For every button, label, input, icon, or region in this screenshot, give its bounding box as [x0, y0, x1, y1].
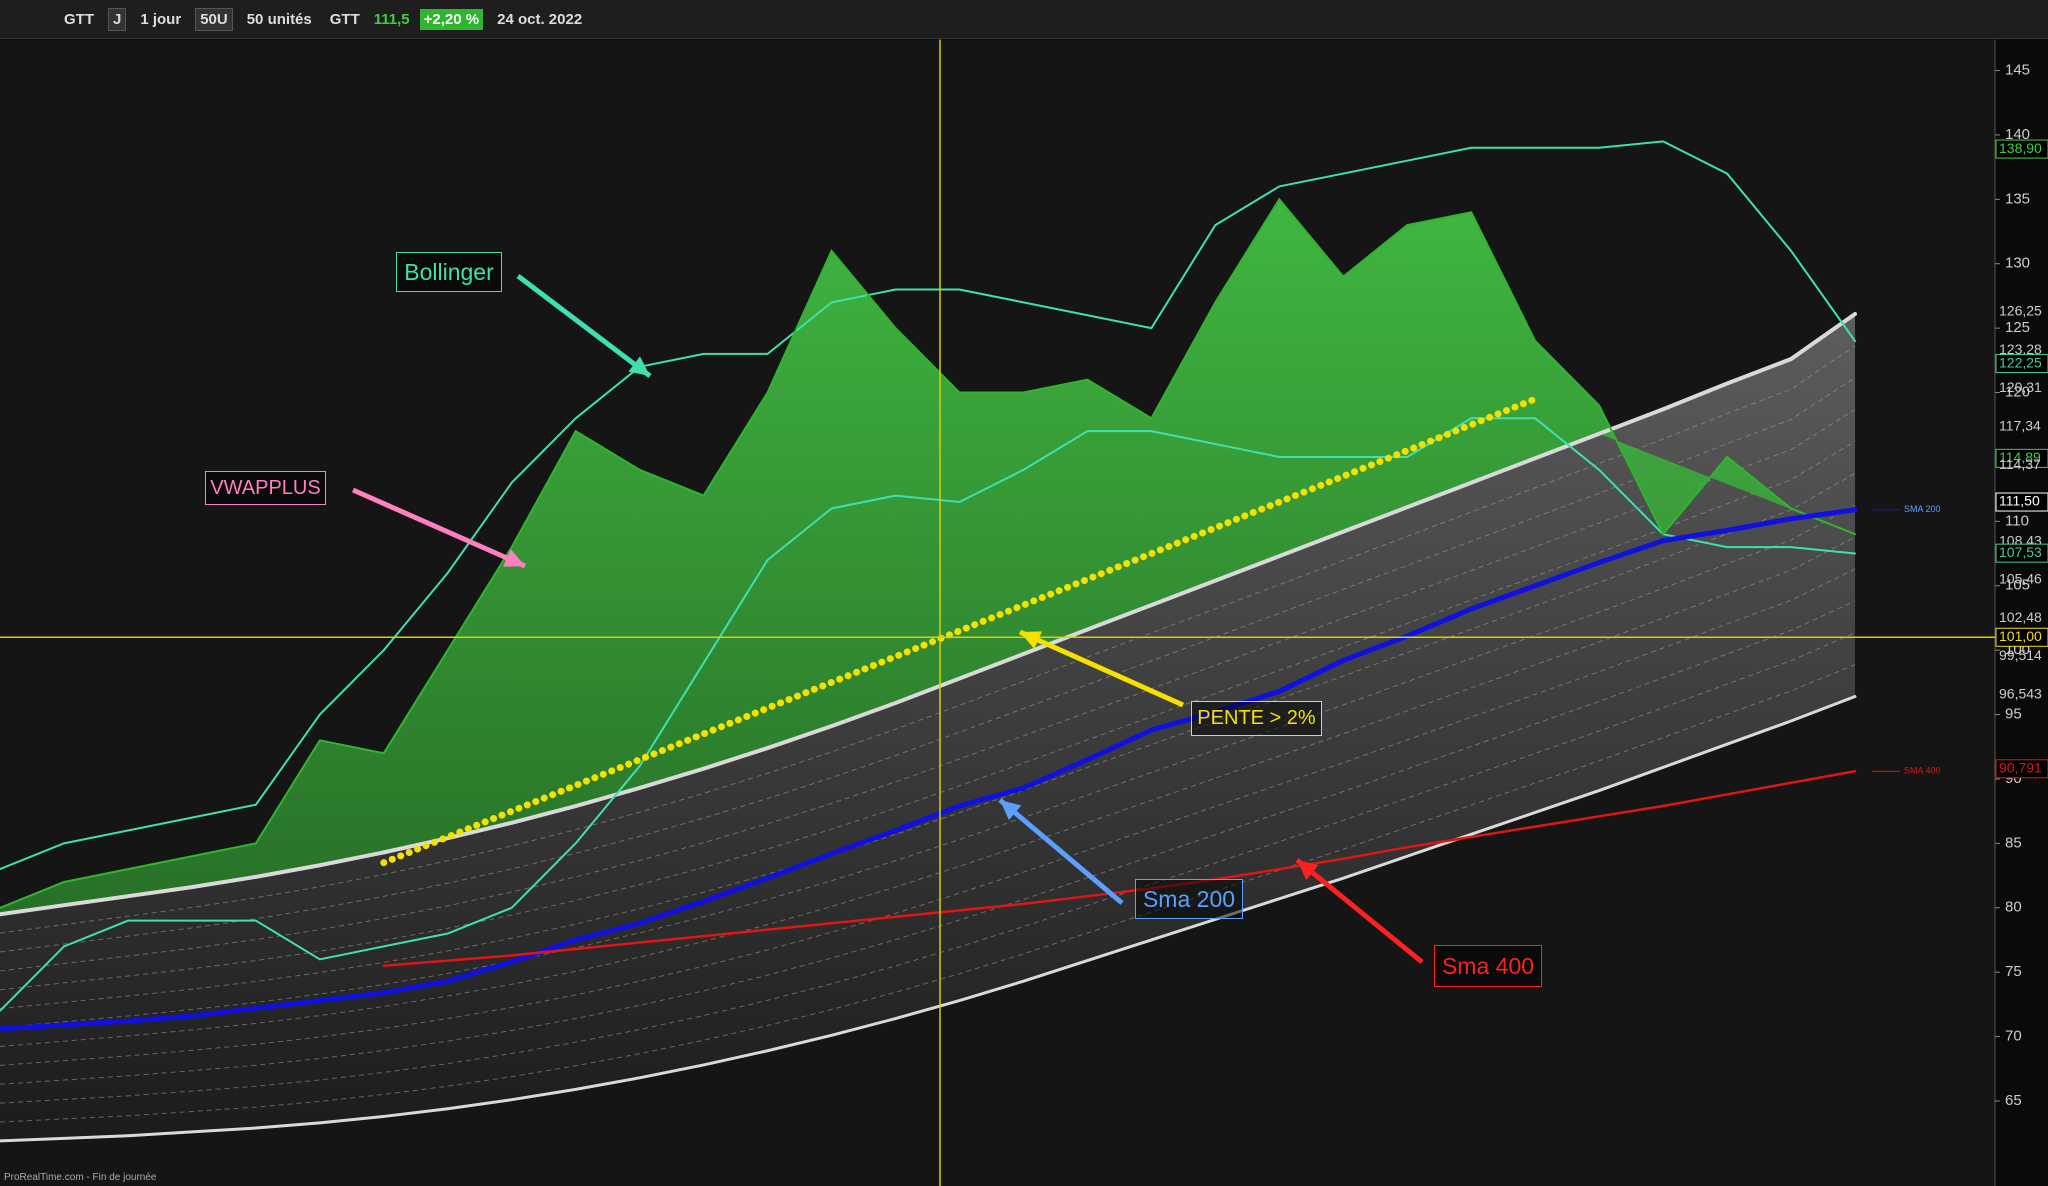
period-short[interactable]: J — [108, 7, 127, 31]
arrow-head — [503, 549, 525, 567]
price-label-box — [1995, 627, 2048, 647]
arrow — [351, 487, 527, 569]
quote-price: 111,5 — [373, 10, 410, 28]
quote-change: +2,20 % — [419, 8, 484, 30]
y-tick-label: 80 — [2005, 899, 2022, 916]
price-label: 120,31 — [1999, 379, 2042, 395]
annotation: Sma 200 — [1135, 879, 1243, 919]
series-line — [380, 395, 1539, 867]
channel-dash — [0, 472, 1856, 1010]
y-tick-label: 105 — [2005, 577, 2030, 594]
price-label: 102,48 — [1999, 609, 2042, 625]
annotation: PENTE > 2% — [1191, 701, 1322, 736]
series-line — [0, 695, 1857, 1143]
channel-dash — [0, 377, 1856, 953]
price-label: 123,28 — [1999, 341, 2042, 357]
price-label: 96,543 — [1999, 685, 2042, 701]
series-line — [0, 417, 1856, 1012]
price-label-box — [1995, 759, 2048, 779]
y-tick-label: 110 — [2005, 512, 2029, 529]
channel-fill — [0, 313, 1855, 1141]
line-tag: SMA 400 — [1904, 766, 1941, 776]
price-label: 111,50 — [1999, 493, 2040, 509]
y-tick-label: 85 — [2005, 834, 2022, 851]
price-label: 138,90 — [1999, 140, 2042, 156]
line-tag: SMA 200 — [1904, 504, 1941, 514]
channel-dash — [0, 441, 1856, 991]
arrow — [998, 798, 1124, 905]
y-tick-label: 65 — [2005, 1092, 2022, 1109]
price-label-box — [1995, 448, 2048, 468]
y-tick-label: 145 — [2005, 61, 2030, 78]
y-tick-label: 120 — [2005, 384, 2030, 401]
price-label: 99,514 — [1999, 647, 2042, 663]
arrow-head — [1020, 631, 1042, 649]
arrow-head — [1297, 860, 1319, 880]
annotation: Sma 400 — [1434, 945, 1542, 987]
channel-dash — [0, 600, 1856, 1085]
date: 24 oct. 2022 — [497, 10, 583, 28]
period[interactable]: 1 jour — [140, 10, 182, 28]
arrow-head — [628, 356, 650, 376]
series-line — [0, 197, 1856, 909]
price-label-box — [1995, 543, 2048, 563]
toolbar: GTT J 1 jour 50U 50 unités GTT 111,5 +2,… — [0, 0, 2048, 39]
channel-dash — [0, 536, 1856, 1047]
channel-dash — [0, 504, 1856, 1029]
price-label-box — [1995, 139, 2048, 159]
y-tick-label: 140 — [2005, 126, 2030, 143]
price-label: 101,00 — [1999, 628, 2042, 644]
y-tick-label: 95 — [2005, 706, 2022, 723]
y-tick-label: 70 — [2005, 1028, 2022, 1045]
y-tick-label: 75 — [2005, 963, 2022, 980]
series-line — [0, 311, 1857, 917]
arrow — [1018, 629, 1185, 708]
series-line — [382, 769, 1857, 967]
price-label-box — [1995, 354, 2048, 374]
y-tick-label: 125 — [2005, 319, 2030, 336]
y-tick-label: 130 — [2005, 255, 2030, 272]
price-label: 122,25 — [1999, 354, 2042, 370]
y-tick-label: 135 — [2005, 190, 2030, 207]
units[interactable]: 50 unités — [246, 10, 312, 28]
price-label: 105,46 — [1999, 571, 2042, 587]
arrow — [1295, 858, 1424, 964]
channel-dash — [0, 568, 1856, 1066]
price-label: 114,37 — [1999, 456, 2041, 472]
annotation: VWAPPLUS — [205, 471, 326, 505]
arrow — [516, 274, 652, 378]
channel-dash — [0, 664, 1856, 1123]
units-short[interactable]: 50U — [195, 7, 233, 31]
arrow-head — [1000, 800, 1022, 821]
symbol[interactable]: GTT — [64, 10, 94, 28]
quote-symbol: GTT — [329, 10, 360, 28]
price-label: 107,53 — [1999, 544, 2042, 560]
series-line — [0, 507, 1858, 1032]
price-label: 90,791 — [1999, 759, 2042, 775]
price-label-box — [1995, 492, 2048, 512]
channel-dash — [0, 345, 1856, 934]
price-axis — [1995, 39, 2048, 1186]
price-fill — [0, 199, 1855, 915]
footer: ProRealTime.com - Fin de journée — [4, 1172, 157, 1183]
price-label: 126,25 — [1999, 303, 2042, 319]
annotation: Bollinger — [396, 252, 502, 292]
channel-dash — [0, 632, 1856, 1104]
series-line — [0, 140, 1856, 871]
price-label: 117,34 — [1999, 418, 2041, 434]
price-label: 114,89 — [1999, 449, 2041, 465]
